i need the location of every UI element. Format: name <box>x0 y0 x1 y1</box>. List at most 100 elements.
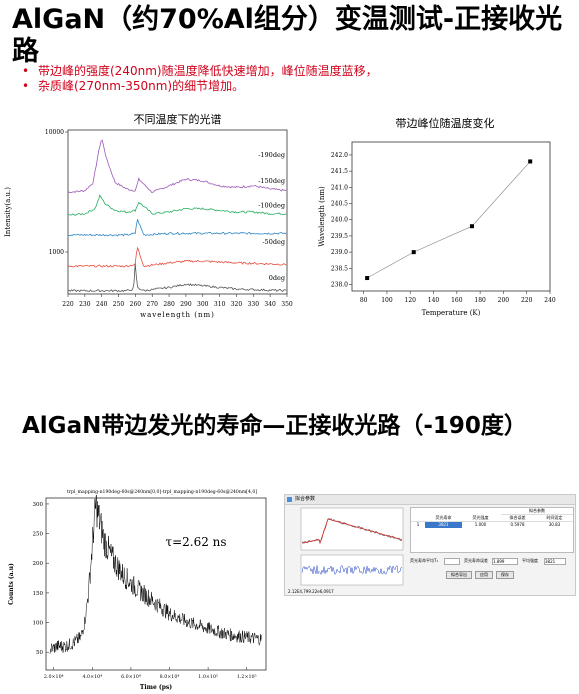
x-tick-label: 270 <box>147 301 159 308</box>
x-tick-label: 180 <box>474 297 486 304</box>
y-tick-label: 240.5 <box>331 201 348 208</box>
decay-trace <box>49 494 263 654</box>
apply-button[interactable]: 应用 <box>475 571 493 579</box>
series-line <box>67 219 287 237</box>
lifetime-field[interactable] <box>444 557 460 565</box>
series-line <box>67 246 287 268</box>
x-tick-label: 1.2×10⁵ <box>237 674 257 680</box>
software-window: 拟合参数 拟合参数 荧光寿命 荧光强度 拟合误差 时间设定 1 3821 1.0… <box>284 494 576 596</box>
y-tick-label: 200 <box>33 561 44 567</box>
x-tick-label: 350 <box>281 301 293 308</box>
fit-plots <box>300 507 404 586</box>
bullet-item: 带边峰的强度(240nm)随温度降低快速增加，峰位随温度蓝移， <box>22 64 378 79</box>
x-tick-label: 230 <box>79 301 91 308</box>
series-line <box>67 263 287 293</box>
plot-frame <box>45 497 267 671</box>
series-line <box>67 194 287 217</box>
y-axis-label: Wavelength (nm) <box>318 186 326 247</box>
series-label: -50deg <box>262 238 285 246</box>
lifetime-annotation: τ=2.62 ns <box>165 535 226 549</box>
series-line <box>366 161 531 279</box>
x-tick-label: 4.0×10⁴ <box>82 674 102 680</box>
series-label: -150deg <box>258 177 285 185</box>
data-point <box>365 276 370 281</box>
y-axis-label: Counts (a.u) <box>8 563 15 605</box>
intensity-field[interactable]: 3821 <box>544 557 566 565</box>
series-line <box>67 139 287 194</box>
x-tick-label: 260 <box>130 301 142 308</box>
fit-plot-frame <box>300 507 404 551</box>
x-tick-label: 250 <box>113 301 125 308</box>
window-titlebar: 拟合参数 <box>285 495 575 505</box>
x-axis-label: Temperature (K) <box>422 309 481 317</box>
spectra-chart: 220 230 240 250 260 270 280 290 300 310 320 330 340 3… <box>4 129 293 319</box>
x-tick-label: 320 <box>231 301 243 308</box>
x-tick-label: 310 <box>214 301 226 308</box>
residual-plot-frame <box>300 554 404 586</box>
y-tick-label: 239.5 <box>331 233 348 240</box>
peak-chart-title: 带边峰位随温度变化 <box>395 117 495 130</box>
y-tick-label: 1000 <box>49 249 64 256</box>
y-axis-label: Intensity(a.u.) <box>4 187 12 237</box>
y-tick-label: 50 <box>36 650 43 656</box>
residual-trace <box>301 564 403 576</box>
bullet-list: 带边峰的强度(240nm)随温度降低快速增加，峰位随温度蓝移， 杂质峰(270n… <box>22 64 378 94</box>
decay-chart-title: trpl_mapping-n190deg-60s@240nm[0,0]-trpl… <box>67 488 257 495</box>
y-tick-label: 241.5 <box>331 168 348 175</box>
fit-fields: 荧光寿命平均T₁ 荧光寿命误差 1.899 平均强度 3821 拟合导出 应用 … <box>410 557 572 579</box>
params-table: 拟合参数 荧光寿命 荧光强度 拟合误差 时间设定 1 3821 1.000 0.… <box>410 507 574 553</box>
y-tick-label: 238.0 <box>331 282 348 289</box>
table-header-row: 荧光寿命 荧光强度 拟合误差 时间设定 <box>411 515 573 522</box>
data-point <box>528 159 533 164</box>
decay-chart: trpl_mapping-n190deg-60s@240nm[0,0]-trpl… <box>8 488 267 691</box>
error-field[interactable]: 1.899 <box>492 557 518 565</box>
x-tick-label: 240 <box>96 301 108 308</box>
x-tick-label: 220 <box>62 301 74 308</box>
x-tick-label: 240 <box>544 297 556 304</box>
data-point <box>411 250 416 255</box>
x-tick-label: 160 <box>451 297 463 304</box>
spectra-chart-title: 不同温度下的光谱 <box>133 113 222 126</box>
plot-frame <box>351 141 551 292</box>
y-tick-label: 240.0 <box>331 217 348 224</box>
x-tick-label: 140 <box>428 297 440 304</box>
x-tick-label: 100 <box>381 297 393 304</box>
y-tick-label: 239.0 <box>331 249 348 256</box>
y-tick-label: 238.5 <box>331 265 348 272</box>
section-title: AlGaN带边发光的寿命—正接收光路（-190度） <box>22 413 527 439</box>
x-tick-label: 6.0×10⁴ <box>121 674 141 680</box>
y-tick-label: 300 <box>33 502 44 508</box>
x-tick-label: 2.0×10⁴ <box>44 674 64 680</box>
y-tick-label: 10000 <box>45 129 64 136</box>
series-label: -190deg <box>258 151 285 159</box>
y-tick-label: 241.0 <box>331 184 348 191</box>
x-tick-label: 280 <box>163 301 175 308</box>
x-tick-label: 220 <box>521 297 533 304</box>
table-row[interactable]: 1 3821 1.000 0.5978 30.83 <box>416 522 561 528</box>
status-text: 2.12E4,799.22e6,0917 <box>288 589 334 594</box>
peak-chart: 80 100 120 140 160 180 200 220 240 238.0 238.5 239.… <box>318 141 556 317</box>
x-tick-label: 8.0×10⁴ <box>160 674 180 680</box>
series-label: -100deg <box>258 202 285 210</box>
x-tick-label: 1.0×10⁵ <box>198 674 218 680</box>
x-axis-label: wavelength (nm) <box>140 311 215 319</box>
y-tick-label: 250 <box>33 532 44 538</box>
y-tick-label: 150 <box>33 591 44 597</box>
slide-title: AlGaN（约70%Al组分）变温测试-正接收光 路 <box>12 4 563 67</box>
save-button[interactable]: 保存 <box>496 571 514 579</box>
plot-frame <box>67 129 288 295</box>
y-tick-label: 100 <box>33 621 44 627</box>
x-axis-label: Time (ps) <box>140 684 172 691</box>
bullet-item: 杂质峰(270nm-350nm)的细节增加。 <box>22 79 378 94</box>
export-button[interactable]: 拟合导出 <box>446 571 472 579</box>
fit-curve <box>301 518 403 545</box>
x-tick-label: 300 <box>197 301 209 308</box>
data-point <box>469 224 474 229</box>
x-tick-label: 340 <box>264 301 276 308</box>
y-tick-label: 242.0 <box>331 152 348 159</box>
x-tick-label: 120 <box>405 297 417 304</box>
app-icon <box>287 497 292 502</box>
x-tick-label: 200 <box>498 297 510 304</box>
x-tick-label: 80 <box>360 297 368 304</box>
x-tick-label: 290 <box>180 301 192 308</box>
